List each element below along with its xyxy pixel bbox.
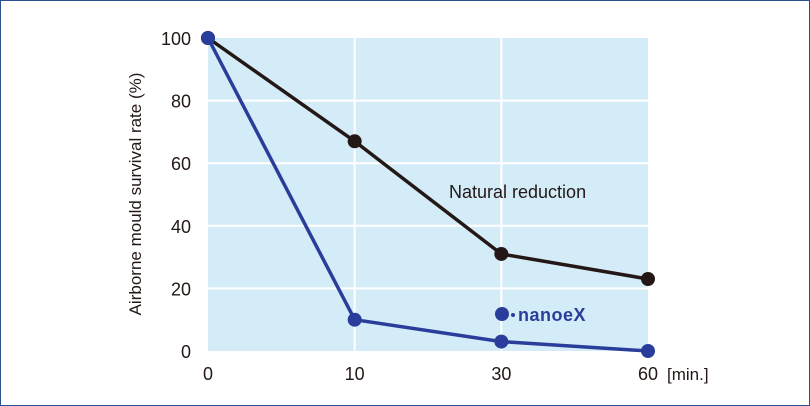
series-label-natural-reduction: Natural reduction <box>449 182 586 202</box>
x-unit-label: [min.] <box>667 365 709 384</box>
nanoex-logo-dot <box>511 313 515 317</box>
x-tick-label: 60 <box>638 364 658 384</box>
x-tick-label: 0 <box>203 364 213 384</box>
data-point-natural-reduction <box>347 134 362 149</box>
series-line-natural-reduction <box>206 36 649 281</box>
y-tick-label: 60 <box>171 154 191 174</box>
y-tick-label: 0 <box>181 342 191 362</box>
y-tick-label: 40 <box>171 217 191 237</box>
y-tick-label: 100 <box>161 29 191 49</box>
data-point-nanoex <box>347 312 362 327</box>
data-point-natural-reduction <box>641 272 655 287</box>
y-tick-label: 20 <box>171 279 191 299</box>
y-tick-label: 80 <box>171 92 191 112</box>
data-point-nanoex <box>641 344 655 358</box>
data-point-natural-reduction <box>494 246 509 261</box>
x-tick-label: 10 <box>345 364 365 384</box>
data-point-nanoex <box>494 334 509 349</box>
nanoex-logo: nanoeX <box>495 305 586 325</box>
nanoex-logo-mark <box>495 307 509 321</box>
x-tick-label: 30 <box>491 364 511 384</box>
nanoex-logo-text: nanoeX <box>518 305 586 325</box>
y-axis-label: Airborne mould survival rate (%) <box>126 73 145 316</box>
series-line-nanoex <box>206 37 649 353</box>
data-point-nanoex <box>201 31 215 45</box>
